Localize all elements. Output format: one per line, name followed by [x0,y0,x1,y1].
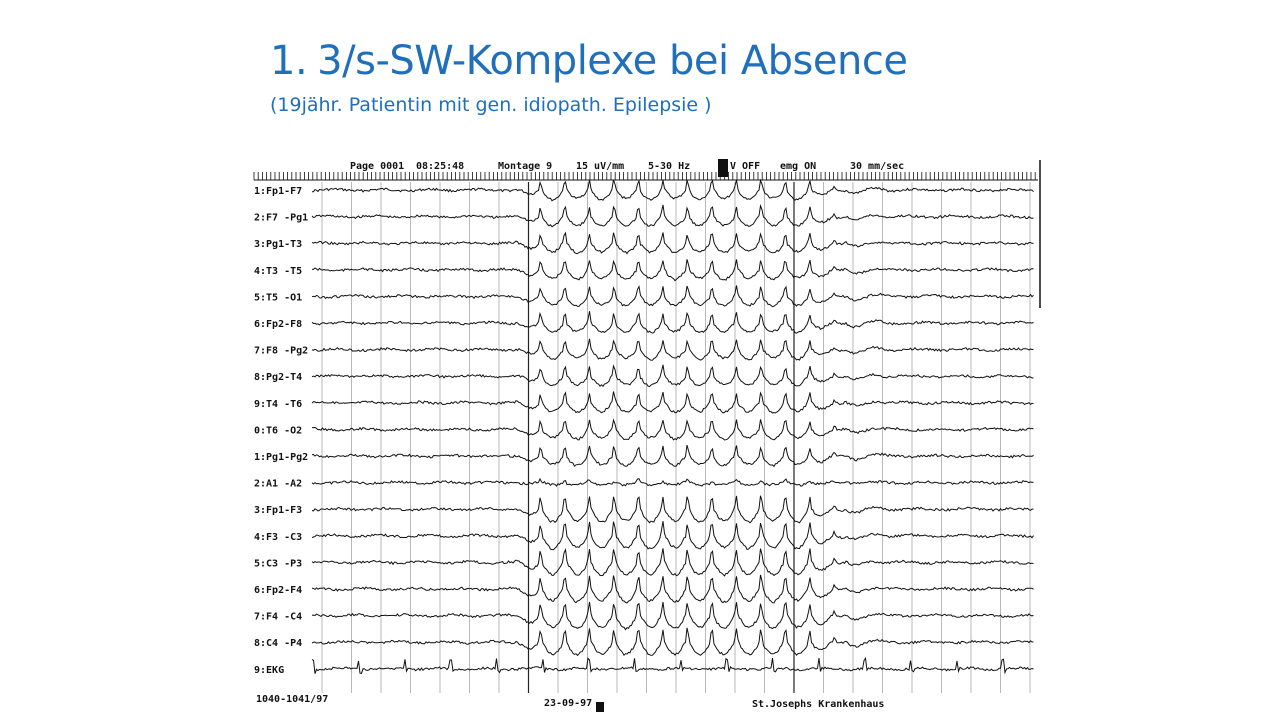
eeg-traces [311,178,1034,675]
eeg-trace-9 [311,391,1034,414]
header-paper-speed: 30 mm/sec [850,161,904,172]
eeg-trace-19 [311,657,1034,675]
header-time: 08:25:48 [416,161,464,172]
channel-labels: 1:Fp1-F7 2:F7 -Pg1 3:Pg1-T3 4:T3 -T5 5:T5 -O… [254,186,308,676]
eeg-recording: Page 0001 08:25:48 Montage 9 15 uV/mm 5-… [250,158,1042,716]
eeg-trace-1 [312,178,1034,202]
eeg-grid [253,160,1041,693]
channel-label-15: 5:C3 -P3 [254,558,302,569]
slide-subtitle: (19jähr. Patientin mit gen. idiopath. Ep… [270,94,712,116]
channel-label-17: 7:F4 -C4 [254,612,302,623]
title-number: 1. [270,38,308,84]
eeg-trace-4 [311,259,1034,282]
channel-label-1: 1:Fp1-F7 [254,186,302,197]
eeg-trace-14 [311,521,1034,551]
eeg-trace-6 [311,311,1034,334]
eeg-trace-5 [311,284,1034,308]
header-page: Page 0001 [350,161,404,172]
eeg-trace-11 [311,444,1034,468]
channel-label-19: 9:EKG [254,665,284,676]
channel-label-9: 9:T4 -T6 [254,399,302,410]
eeg-paper [250,158,1042,716]
channel-label-18: 8:C4 -P4 [254,638,302,649]
eeg-trace-13 [311,495,1034,524]
title-text: 3/s-SW-Komplexe bei Absence [317,38,908,84]
eeg-trace-17 [311,601,1034,631]
header-marker-block [718,159,728,177]
channel-label-12: 2:A1 -A2 [254,479,302,490]
header-filter: 5-30 Hz [648,161,690,172]
footer-record-id: 1040-1041/97 [256,694,328,705]
channel-label-3: 3:Pg1-T3 [254,239,302,250]
slide-title: 1. 3/s-SW-Komplexe bei Absence [270,38,908,84]
channel-label-6: 6:Fp2-F8 [254,319,302,330]
eeg-trace-10 [311,418,1034,441]
eeg-trace-2 [311,203,1034,228]
eeg-trace-7 [311,338,1034,361]
channel-label-16: 6:Fp2-F4 [254,585,302,596]
footer-hospital: St.Josephs Krankenhaus [752,699,884,710]
eeg-trace-16 [311,574,1034,604]
header-emg: emg ON [780,161,816,172]
eeg-trace-12 [311,477,1034,487]
eeg-footer: 1040-1041/97 23-09-97 St.Josephs Kranken… [256,694,884,712]
channel-label-5: 5:T5 -O1 [254,292,302,303]
eeg-trace-18 [311,627,1034,657]
header-video: V OFF [730,161,760,172]
channel-label-8: 8:Pg2-T4 [254,372,302,383]
header-sensitivity: 15 uV/mm [576,161,624,172]
footer-marker-block [596,702,604,712]
channel-label-10: 0:T6 -O2 [254,425,302,436]
eeg-trace-15 [311,547,1034,577]
channel-label-7: 7:F8 -Pg2 [254,346,308,357]
footer-date: 23-09-97 [544,698,592,709]
eeg-trace-3 [311,231,1034,255]
channel-label-2: 2:F7 -Pg1 [254,213,308,224]
header-montage: Montage 9 [498,161,552,172]
header-tick-ruler [253,172,1036,180]
channel-label-13: 3:Fp1-F3 [254,505,302,516]
channel-label-11: 1:Pg1-Pg2 [254,452,308,463]
channel-label-14: 4:F3 -C3 [254,532,302,543]
eeg-header: Page 0001 08:25:48 Montage 9 15 uV/mm 5-… [350,159,904,177]
channel-label-4: 4:T3 -T5 [254,266,302,277]
eeg-trace-8 [311,364,1034,388]
